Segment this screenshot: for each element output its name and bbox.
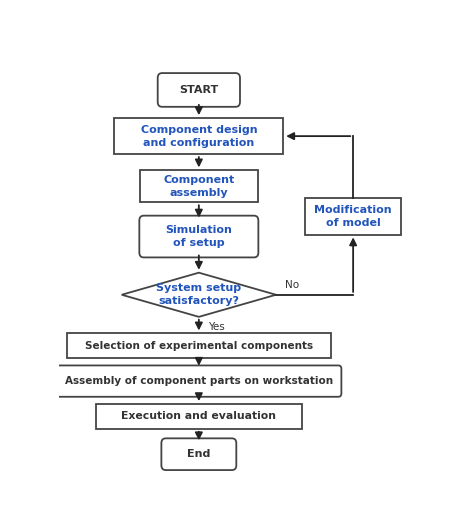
Text: No: No — [285, 280, 299, 290]
FancyBboxPatch shape — [158, 73, 240, 107]
FancyBboxPatch shape — [161, 438, 237, 470]
Text: Component design
and configuration: Component design and configuration — [140, 124, 257, 147]
Text: Execution and evaluation: Execution and evaluation — [121, 411, 276, 421]
Text: Yes: Yes — [208, 322, 225, 331]
FancyBboxPatch shape — [139, 215, 258, 257]
FancyBboxPatch shape — [96, 404, 301, 429]
Text: End: End — [187, 449, 210, 459]
Text: Assembly of component parts on workstation: Assembly of component parts on workstati… — [65, 376, 333, 386]
Text: START: START — [179, 85, 219, 95]
Text: Selection of experimental components: Selection of experimental components — [85, 341, 313, 351]
FancyBboxPatch shape — [66, 334, 331, 358]
FancyBboxPatch shape — [56, 365, 341, 397]
Polygon shape — [122, 273, 276, 317]
Text: System setup
satisfactory?: System setup satisfactory? — [156, 284, 241, 306]
Text: Component
assembly: Component assembly — [163, 175, 235, 198]
FancyBboxPatch shape — [114, 118, 283, 154]
Text: Modification
of model: Modification of model — [314, 205, 392, 228]
FancyBboxPatch shape — [140, 170, 258, 202]
FancyBboxPatch shape — [305, 198, 401, 235]
Text: Simulation
of setup: Simulation of setup — [165, 225, 232, 248]
